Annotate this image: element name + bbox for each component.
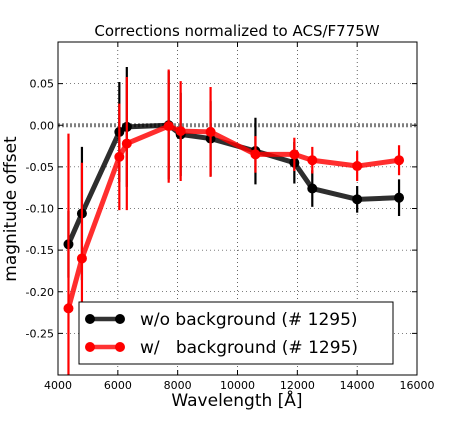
- x-tick-label: 10000: [220, 379, 255, 392]
- x-tick-label: 6000: [104, 379, 132, 392]
- data-point: [114, 151, 125, 162]
- data-point: [250, 149, 261, 160]
- series-line: [66, 122, 400, 246]
- series-2: [63, 69, 405, 375]
- data-point: [394, 155, 405, 166]
- y-tick-label: 0.00: [30, 119, 55, 132]
- x-axis-label: Wavelength [Å]: [171, 389, 302, 411]
- data-point: [352, 194, 363, 205]
- series-line: [66, 123, 400, 310]
- series-layer: [63, 66, 405, 375]
- legend-entry-2: w/ background (# 1295): [85, 338, 358, 358]
- legend-label-2: w/ background (# 1295): [140, 338, 358, 358]
- data-point: [63, 303, 74, 314]
- legend-label-1: w/o background (# 1295): [140, 310, 358, 330]
- x-tick-label: 12000: [280, 379, 315, 392]
- data-point: [163, 121, 174, 132]
- y-tick-label: -0.10: [26, 203, 54, 216]
- y-tick-label: -0.05: [26, 161, 54, 174]
- data-point: [394, 192, 405, 203]
- legend-swatch-marker-1b: [115, 314, 125, 324]
- x-tick-label: 4000: [44, 379, 72, 392]
- legend-swatch-marker-2a: [85, 342, 95, 352]
- y-tick-label: -0.15: [26, 244, 54, 257]
- y-tick-label: -0.20: [26, 286, 54, 299]
- x-tick-label: 8000: [164, 379, 192, 392]
- x-tick-label: 14000: [340, 379, 375, 392]
- legend-entry-1: w/o background (# 1295): [85, 310, 358, 330]
- legend-swatch-marker-1a: [85, 314, 95, 324]
- data-point: [289, 149, 300, 160]
- data-point: [307, 183, 318, 194]
- chart-title: Corrections normalized to ACS/F775W: [94, 22, 379, 40]
- data-point: [307, 155, 318, 166]
- y-axis-label: magnitude offset: [1, 136, 21, 282]
- legend: w/o background (# 1295) w/ background (#…: [78, 301, 394, 365]
- data-point: [205, 126, 216, 137]
- data-point: [121, 138, 132, 149]
- ticks: 4000 6000 8000 10000 12000 14000 16000 0.05 0.00…: [26, 42, 435, 392]
- legend-frame: [78, 301, 394, 365]
- legend-swatch-marker-2b: [115, 342, 125, 352]
- x-tick-label: 16000: [400, 379, 435, 392]
- data-point: [352, 161, 363, 172]
- data-point: [76, 253, 87, 264]
- y-tick-label: -0.25: [26, 327, 54, 340]
- y-tick-label: 0.05: [30, 78, 55, 91]
- data-point: [175, 126, 186, 137]
